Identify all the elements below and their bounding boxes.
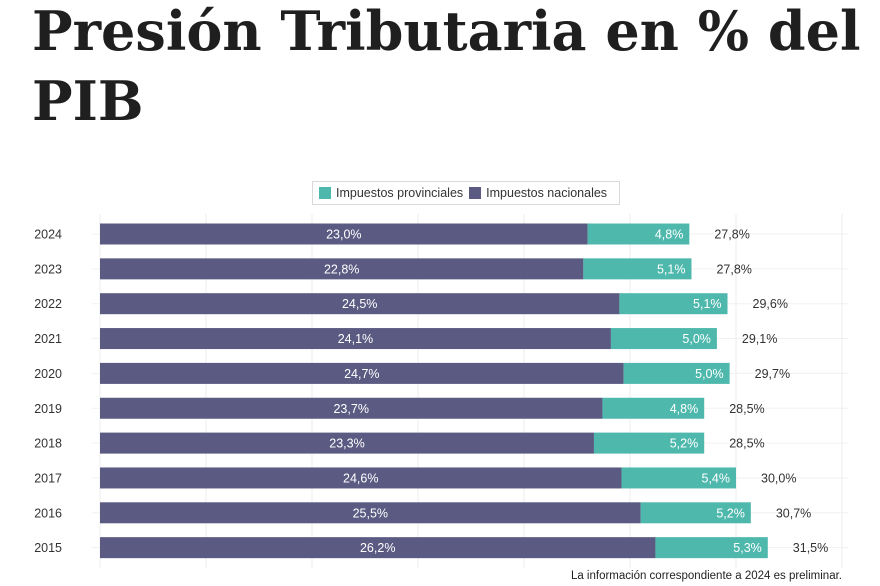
data-label-provincial: 5,2% (716, 506, 745, 520)
bar-national (100, 397, 603, 419)
bar-national (100, 293, 620, 315)
legend: Impuestos provinciales Impuestos naciona… (312, 181, 621, 205)
legend-swatch-provincial (319, 187, 331, 199)
bar-national (100, 432, 594, 454)
data-label-national: 24,5% (342, 297, 377, 311)
data-label-total: 30,0% (761, 471, 796, 485)
data-label-total: 27,8% (716, 262, 751, 276)
data-label-national: 24,7% (344, 367, 379, 381)
bar-provincial (623, 362, 730, 384)
data-label-total: 29,7% (755, 367, 790, 381)
category-label: 2022 (34, 297, 62, 311)
bar-national (100, 223, 588, 245)
bar-provincial (640, 502, 751, 524)
category-label: 2021 (34, 332, 62, 346)
category-label: 2023 (34, 262, 62, 276)
data-label-national: 25,5% (353, 506, 388, 520)
bar-provincial (655, 537, 768, 559)
category-label: 2015 (34, 541, 62, 555)
bar-provincial (621, 467, 736, 489)
footnote: La información correspondiente a 2024 es… (570, 570, 842, 582)
data-label-total: 28,5% (729, 402, 764, 416)
data-label-provincial: 5,2% (670, 437, 699, 451)
data-label-national: 22,8% (324, 262, 359, 276)
data-label-provincial: 5,0% (695, 367, 724, 381)
bar-national (100, 467, 622, 489)
data-label-provincial: 5,1% (693, 297, 722, 311)
category-label: 2020 (34, 367, 62, 381)
category-label: 2016 (34, 506, 62, 520)
data-label-provincial: 5,0% (682, 332, 711, 346)
data-label-national: 24,6% (343, 471, 378, 485)
data-label-national: 24,1% (338, 332, 373, 346)
legend-label-national: Impuestos nacionales (486, 186, 608, 200)
data-label-provincial: 5,1% (657, 262, 686, 276)
legend-item-national: Impuestos nacionales (469, 186, 607, 200)
bar-national (100, 502, 641, 524)
data-label-national: 23,7% (333, 402, 368, 416)
legend-label-provincial: Impuestos provinciales (336, 186, 464, 200)
data-label-provincial: 5,4% (702, 471, 731, 485)
data-label-provincial: 5,3% (733, 541, 762, 555)
bar-national (100, 258, 584, 280)
data-label-total: 28,5% (729, 437, 764, 451)
bar-provincial (583, 258, 692, 280)
bar-national (100, 362, 624, 384)
bar-provincial (619, 293, 728, 315)
data-label-total: 27,8% (714, 228, 749, 242)
data-label-national: 26,2% (360, 541, 395, 555)
bar-provincial (602, 397, 705, 419)
data-label-provincial: 4,8% (655, 228, 684, 242)
data-label-national: 23,3% (329, 437, 364, 451)
category-label: 2018 (34, 437, 62, 451)
legend-item-provincial: Impuestos provinciales (319, 186, 463, 200)
bar-national (100, 328, 611, 350)
category-label: 2019 (34, 402, 62, 416)
bar-provincial (593, 432, 705, 454)
data-label-total: 29,6% (753, 297, 788, 311)
data-label-national: 23,0% (326, 228, 361, 242)
bar-national (100, 537, 656, 559)
data-label-total: 29,1% (742, 332, 777, 346)
data-label-total: 31,5% (793, 541, 828, 555)
legend-swatch-national (469, 187, 482, 199)
bar-provincial (610, 328, 717, 350)
bar-provincial (587, 223, 690, 245)
chart-title: Presión Tributaria en % del PIB (32, 0, 861, 133)
data-label-provincial: 4,8% (670, 402, 699, 416)
category-label: 2024 (34, 228, 62, 242)
category-label: 2017 (34, 471, 62, 485)
data-label-total: 30,7% (776, 506, 811, 520)
